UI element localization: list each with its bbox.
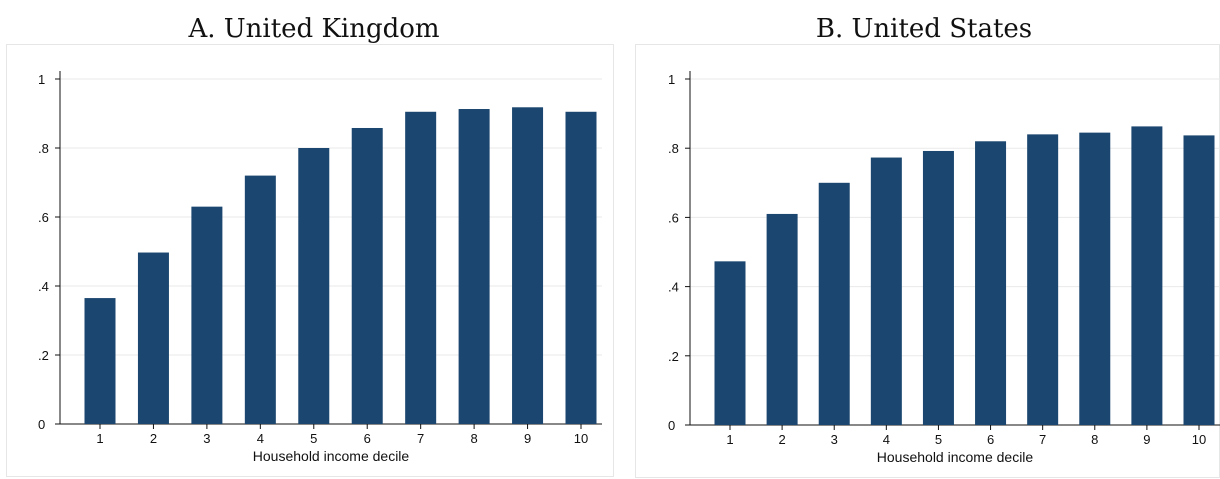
x-tick-label: 4 xyxy=(257,431,264,446)
bar-us-decile-9 xyxy=(1131,126,1163,425)
x-tick-label: 10 xyxy=(1192,432,1206,447)
x-tick-label: 8 xyxy=(1091,432,1098,447)
x-tick-label: 6 xyxy=(987,432,994,447)
x-tick-label: 3 xyxy=(831,432,838,447)
bar-uk-decile-6 xyxy=(351,127,383,425)
y-tick-label: 0 xyxy=(38,417,45,432)
bar-us-decile-8 xyxy=(1079,132,1111,425)
y-tick-label: .4 xyxy=(38,279,49,294)
y-tick-label: .2 xyxy=(668,349,679,364)
y-tick-label: .4 xyxy=(668,280,679,295)
y-tick-label: 1 xyxy=(668,72,675,87)
bar-us-decile-5 xyxy=(922,150,954,425)
y-tick-label: 1 xyxy=(38,72,45,87)
x-tick-label: 5 xyxy=(310,431,317,446)
x-axis-title: Household income decile xyxy=(253,448,410,464)
bar-us-decile-1 xyxy=(714,261,746,425)
x-tick-label: 1 xyxy=(96,431,103,446)
x-tick-label: 7 xyxy=(417,431,424,446)
x-tick-label: 3 xyxy=(203,431,210,446)
x-tick-label: 9 xyxy=(1143,432,1150,447)
bar-uk-decile-8 xyxy=(458,109,490,424)
bar-us-decile-3 xyxy=(818,182,850,425)
x-tick-label: 2 xyxy=(778,432,785,447)
x-tick-label: 5 xyxy=(935,432,942,447)
x-tick-label: 10 xyxy=(574,431,588,446)
x-tick-label: 8 xyxy=(470,431,477,446)
x-tick-label: 2 xyxy=(150,431,157,446)
bar-uk-decile-9 xyxy=(512,107,544,424)
bar-uk-decile-10 xyxy=(565,111,597,425)
bar-chart-uk: 0 .2 .4 .6 .8 1 1 2 3 4 5 6 7 8 9 10 Household income de… xyxy=(6,44,614,477)
bar-us-decile-2 xyxy=(766,213,798,425)
plot-frame xyxy=(6,44,614,477)
bar-us-decile-7 xyxy=(1027,134,1059,426)
y-tick-label: .8 xyxy=(668,141,679,156)
chart-title-uk: A. United Kingdom xyxy=(188,14,440,44)
x-tick-label: 9 xyxy=(524,431,531,446)
y-tick-label: .6 xyxy=(38,210,49,225)
y-tick-label: .2 xyxy=(38,348,49,363)
x-tick-label: 1 xyxy=(726,432,733,447)
bar-us-decile-4 xyxy=(870,157,902,425)
bar-uk-decile-5 xyxy=(298,148,330,424)
chart-title-us: B. United States xyxy=(815,14,1033,44)
bar-uk-decile-3 xyxy=(191,206,223,424)
y-tick-label: .6 xyxy=(668,210,679,225)
bar-uk-decile-2 xyxy=(137,252,169,424)
x-axis-title: Household income decile xyxy=(877,449,1034,465)
x-tick-label: 4 xyxy=(883,432,890,447)
y-tick-label: 0 xyxy=(668,418,675,433)
x-tick-label: 7 xyxy=(1039,432,1046,447)
bar-us-decile-10 xyxy=(1183,135,1215,425)
bar-uk-decile-4 xyxy=(244,175,276,424)
bar-chart-us: 0 .2 .4 .6 .8 1 1 2 3 4 5 6 7 8 9 10 Household income de… xyxy=(635,44,1220,478)
y-tick-label: .8 xyxy=(38,141,49,156)
x-tick-label: 6 xyxy=(364,431,371,446)
bar-uk-decile-1 xyxy=(84,298,116,424)
bar-uk-decile-7 xyxy=(405,111,437,425)
bar-us-decile-6 xyxy=(975,141,1007,425)
